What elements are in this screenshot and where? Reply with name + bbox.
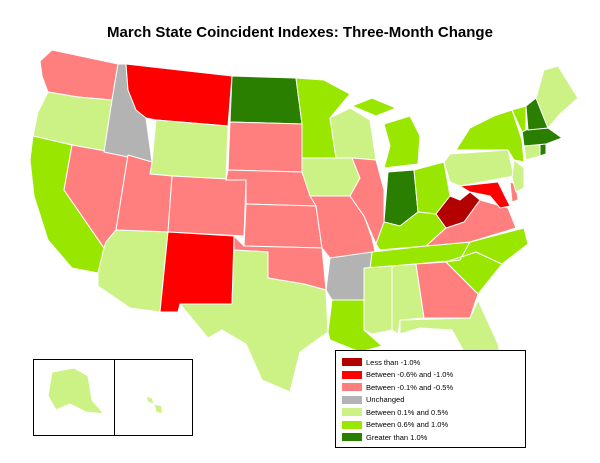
state-michigan-up[interactable]	[351, 97, 397, 117]
legend-label: Between 0.1% and 0.5%	[366, 407, 449, 417]
state-massachusetts[interactable]	[521, 127, 563, 147]
legend-label: Unchanged	[366, 395, 405, 405]
legend-swatch	[342, 370, 362, 379]
state-maryland[interactable]	[459, 181, 511, 209]
state-new-york[interactable]	[455, 109, 525, 163]
state-colorado[interactable]	[167, 175, 247, 237]
state-new-mexico[interactable]	[159, 231, 235, 313]
inset-frame	[33, 359, 193, 436]
legend-label: Between 0.6% and 1.0%	[366, 420, 449, 430]
legend-swatch	[342, 383, 362, 392]
state-rhode-island[interactable]	[539, 143, 547, 157]
legend-item: Between 0.1% and 0.5%	[342, 406, 519, 419]
legend-item: Between -0.1% and -0.5%	[342, 381, 519, 394]
state-texas[interactable]	[179, 249, 329, 393]
state-south-dakota[interactable]	[227, 121, 303, 173]
state-pennsylvania[interactable]	[443, 149, 515, 187]
state-kansas[interactable]	[243, 203, 323, 249]
map-title: March State Coincident Indexes: Three-Mo…	[107, 24, 493, 41]
state-alaska[interactable]	[47, 367, 105, 415]
state-wyoming[interactable]	[149, 119, 229, 181]
legend-swatch	[342, 358, 362, 367]
state-arizona[interactable]	[97, 229, 169, 313]
legend-item: Less than -1.0%	[342, 356, 519, 369]
legend-item: Unchanged	[342, 394, 519, 407]
legend: Less than -1.0% Between -0.6% and -1.0% …	[335, 350, 526, 448]
state-new-jersey[interactable]	[511, 159, 525, 193]
state-michigan[interactable]	[383, 115, 421, 169]
state-mississippi[interactable]	[363, 265, 393, 335]
legend-swatch	[342, 395, 362, 404]
state-west-virginia[interactable]	[435, 191, 481, 229]
state-connecticut[interactable]	[523, 143, 541, 161]
state-vermont[interactable]	[511, 105, 527, 133]
legend-item: Greater than 1.0%	[342, 431, 519, 444]
legend-swatch	[342, 408, 362, 417]
inset-divider	[114, 359, 115, 436]
legend-swatch	[342, 433, 362, 442]
legend-label: Less than -1.0%	[366, 357, 421, 367]
legend-label: Between -0.6% and -1.0%	[366, 370, 454, 380]
state-maine[interactable]	[535, 65, 579, 129]
legend-swatch	[342, 420, 362, 429]
state-wisconsin[interactable]	[329, 107, 377, 161]
state-iowa[interactable]	[301, 157, 361, 197]
state-georgia[interactable]	[415, 261, 479, 319]
legend-item: Between 0.6% and 1.0%	[342, 419, 519, 432]
state-north-dakota[interactable]	[229, 75, 303, 125]
legend-label: Greater than 1.0%	[366, 432, 428, 442]
legend-item: Between -0.6% and -1.0%	[342, 369, 519, 382]
state-hawaii-big[interactable]	[153, 403, 163, 415]
legend-label: Between -0.1% and -0.5%	[366, 382, 454, 392]
